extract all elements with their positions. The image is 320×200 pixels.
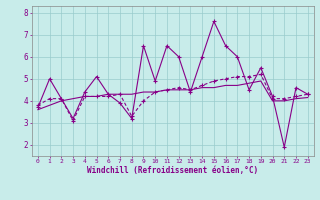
X-axis label: Windchill (Refroidissement éolien,°C): Windchill (Refroidissement éolien,°C) bbox=[87, 166, 258, 175]
